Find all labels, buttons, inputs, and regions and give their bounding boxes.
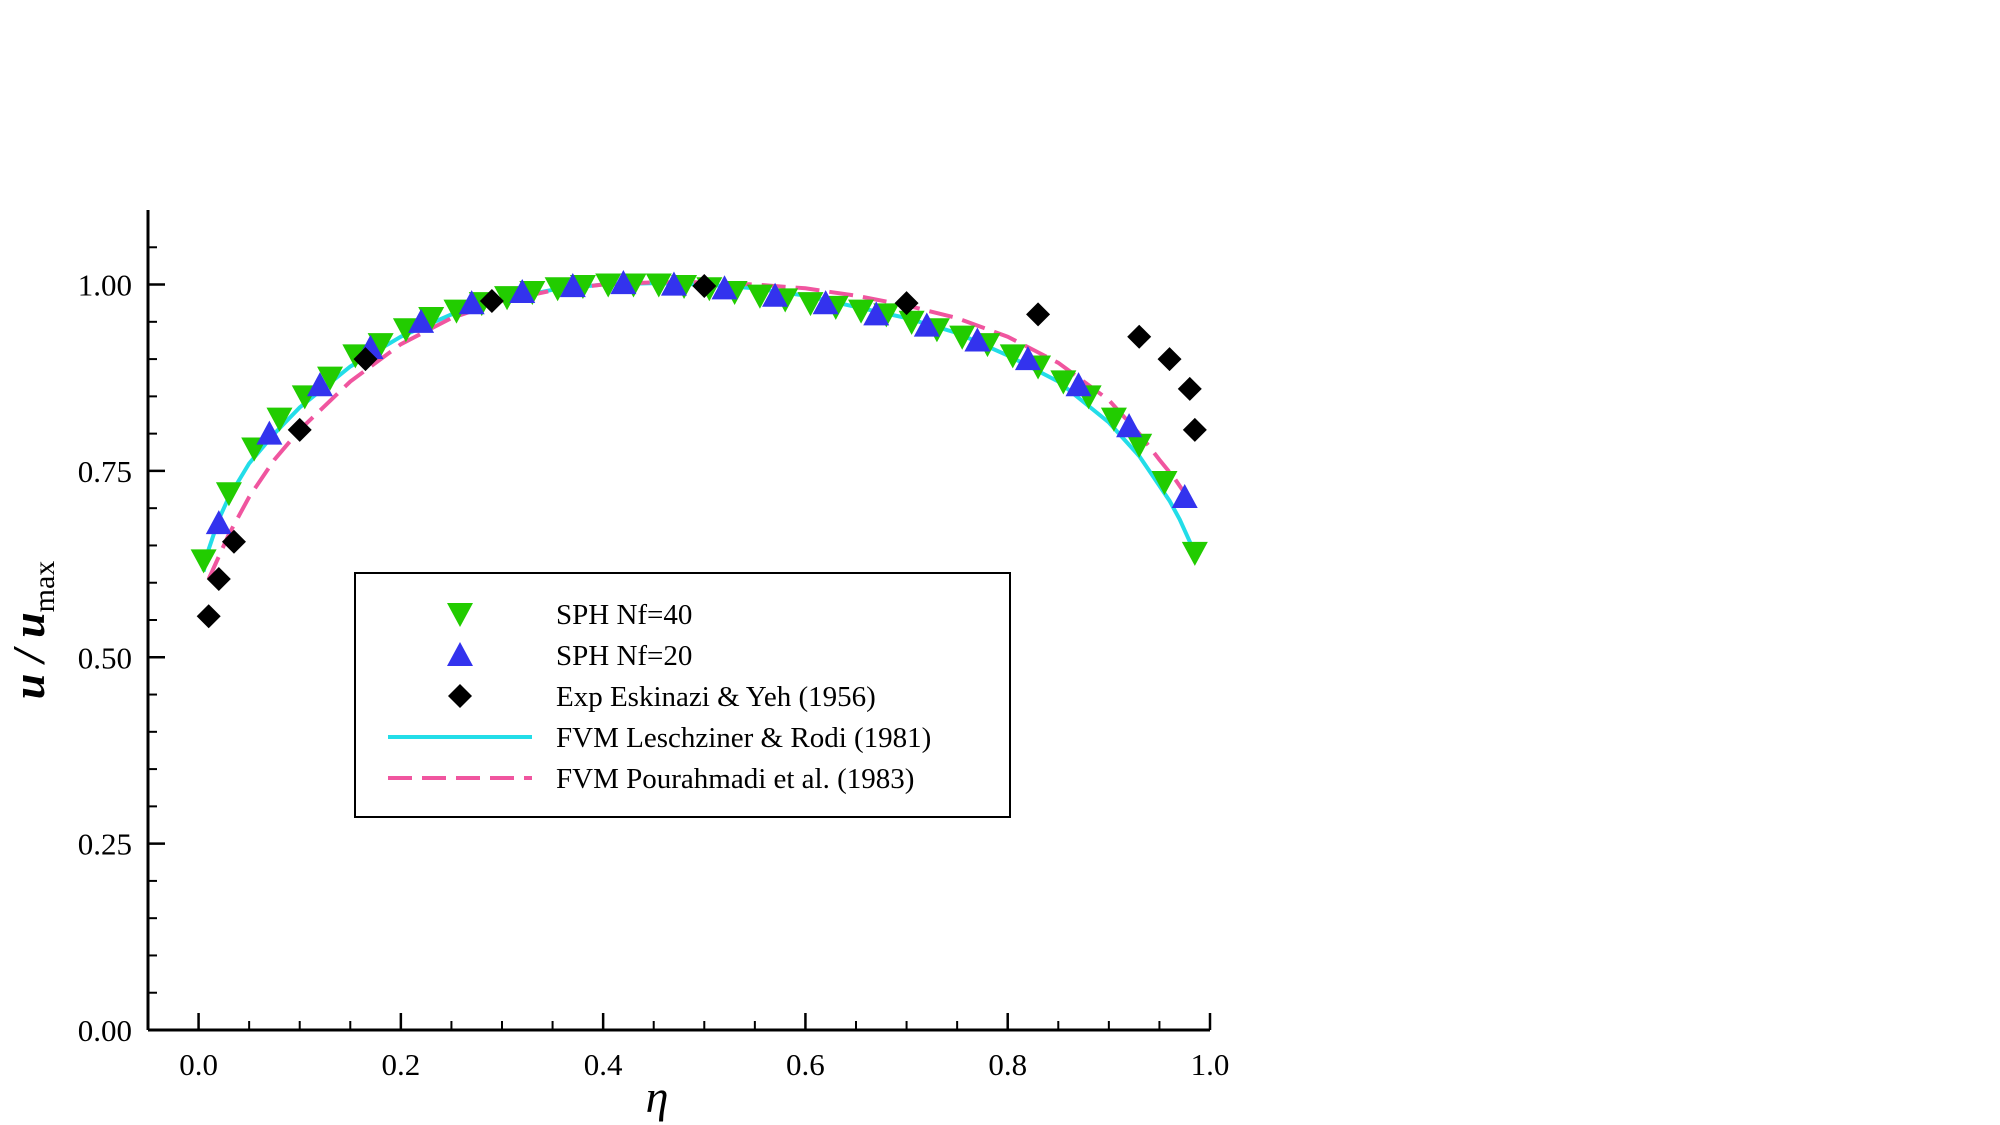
series-line <box>201 281 1197 572</box>
data-point <box>494 286 521 311</box>
data-point <box>863 301 890 326</box>
legend-item: SPH Nf=40 <box>447 599 692 631</box>
data-point <box>367 333 394 358</box>
data-point <box>1050 370 1077 395</box>
data-point <box>645 273 672 298</box>
data-point <box>266 407 293 432</box>
x-tick-label: 1.0 <box>1191 1047 1230 1082</box>
y-tick-label: 0.50 <box>78 640 132 675</box>
data-point <box>1177 376 1202 401</box>
series-1 <box>205 270 1198 535</box>
y-tick-label: 0.75 <box>78 454 132 489</box>
data-point <box>215 482 242 507</box>
legend-item: FVM Leschziner & Rodi (1981) <box>388 722 931 754</box>
legend-label: Exp Eskinazi & Yeh (1956) <box>556 681 876 713</box>
data-point <box>544 277 571 302</box>
data-point <box>1181 541 1208 566</box>
data-point <box>256 420 283 445</box>
data-point <box>392 318 419 343</box>
y-tick-label: 0.00 <box>78 1013 132 1048</box>
tick-labels: 0.0 0.2 0.4 0.6 0.8 1.0 0.00 0.25 0.50 0.75 1.00 <box>78 268 1230 1082</box>
data-point <box>287 417 312 442</box>
data-point <box>964 327 991 352</box>
data-point <box>1116 413 1143 438</box>
data-point <box>559 273 586 298</box>
data-point <box>1014 346 1041 371</box>
data-point <box>1026 302 1051 327</box>
data-point <box>894 291 919 316</box>
data-point <box>418 307 445 332</box>
x-tick-label: 0.6 <box>786 1047 825 1082</box>
data-point <box>1100 407 1127 432</box>
data-point <box>711 275 738 300</box>
data-point <box>1151 471 1178 496</box>
data-point <box>999 344 1026 369</box>
series-2 <box>196 274 1207 629</box>
data-point <box>692 274 717 299</box>
data-point <box>660 271 687 296</box>
plot-area <box>190 270 1208 629</box>
data-point <box>746 284 773 309</box>
legend-swatch <box>448 684 472 708</box>
x-axis-title: η <box>646 1071 669 1122</box>
legend: SPH Nf=40 SPH Nf=20 Exp Eskinazi & Yeh (19… <box>354 572 1011 818</box>
data-point <box>206 567 231 591</box>
legend-label: SPH Nf=20 <box>556 640 692 672</box>
series-0 <box>190 273 1208 574</box>
y-axis-title: u / umax <box>3 561 61 700</box>
data-point <box>317 366 344 391</box>
data-point <box>913 312 940 337</box>
data-point <box>949 325 976 350</box>
data-point <box>898 310 925 335</box>
data-point <box>443 299 470 324</box>
legend-label: FVM Pourahmadi et al. (1983) <box>556 763 914 795</box>
data-point <box>458 290 485 315</box>
data-point <box>1127 324 1152 349</box>
data-point <box>812 290 839 315</box>
legend-item: FVM Pourahmadi et al. (1983) <box>388 763 914 795</box>
x-tick-label: 0.4 <box>584 1047 623 1082</box>
legend-item: Exp Eskinazi & Yeh (1956) <box>448 681 876 713</box>
y-axis-title-sub: max <box>28 561 61 613</box>
data-point <box>509 279 536 304</box>
legend-label: SPH Nf=40 <box>556 599 692 631</box>
axes <box>146 210 1212 1032</box>
data-point <box>306 372 333 397</box>
data-point <box>595 273 622 298</box>
svg-text:u / umax: u / umax <box>3 561 61 700</box>
x-tick-label: 0.8 <box>988 1047 1027 1082</box>
data-point <box>479 288 504 313</box>
y-axis-title-main: u / u <box>3 612 54 699</box>
y-tick-label: 1.00 <box>78 268 132 303</box>
series-4 <box>206 280 1192 580</box>
data-point <box>353 347 378 372</box>
data-point <box>1065 372 1092 397</box>
data-point <box>797 292 824 317</box>
data-point <box>1126 433 1153 458</box>
data-point <box>408 308 435 333</box>
data-point <box>848 299 875 324</box>
data-point <box>1182 417 1207 442</box>
y-tick-label: 0.25 <box>78 827 132 862</box>
legend-item: SPH Nf=20 <box>447 640 692 672</box>
data-point <box>342 344 369 369</box>
series-3 <box>201 281 1197 572</box>
legend-swatch <box>447 642 473 667</box>
legend-swatch <box>447 602 473 627</box>
x-tick-label: 0.2 <box>381 1047 420 1082</box>
data-point <box>205 510 232 535</box>
data-point <box>762 282 789 307</box>
data-point <box>221 529 246 554</box>
data-point <box>190 549 217 574</box>
data-point <box>1171 484 1198 509</box>
data-point <box>1157 347 1182 372</box>
data-point <box>610 270 637 295</box>
data-point <box>196 604 221 629</box>
legend-label: FVM Leschziner & Rodi (1981) <box>556 722 931 754</box>
series-line <box>206 280 1192 580</box>
x-tick-label: 0.0 <box>179 1047 218 1082</box>
